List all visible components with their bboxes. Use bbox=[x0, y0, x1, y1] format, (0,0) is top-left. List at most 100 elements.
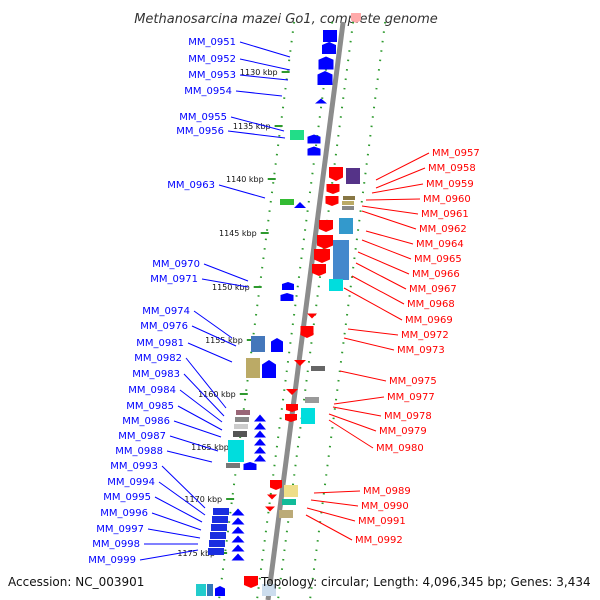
gene-box bbox=[235, 417, 249, 422]
gene-box bbox=[246, 358, 260, 378]
kbp-label: 1170 kbp bbox=[184, 495, 222, 504]
leader-line bbox=[365, 198, 421, 201]
gene-box bbox=[290, 130, 304, 140]
accession-text: Accession: NC_003901 bbox=[8, 575, 144, 589]
gene-arrow bbox=[286, 404, 298, 412]
gene-arrow bbox=[318, 56, 334, 70]
gene-label-mm-0985: MM_0985 bbox=[126, 401, 174, 412]
gene-arrow bbox=[317, 235, 333, 249]
leader-line bbox=[310, 499, 359, 507]
leader-line bbox=[375, 152, 430, 181]
gene-box bbox=[284, 485, 298, 497]
topology-info: Topology: circular; Length: 4,096,345 bp… bbox=[260, 575, 591, 589]
gene-label-mm-0957: MM_0957 bbox=[432, 148, 480, 159]
gene-arrow bbox=[231, 535, 245, 543]
gene-arrow bbox=[317, 71, 333, 85]
kbp-label: 1165 kbp bbox=[191, 443, 229, 452]
gene-label-mm-0987: MM_0987 bbox=[118, 431, 166, 442]
gene-label-mm-0955: MM_0955 bbox=[179, 112, 227, 123]
gene-label-mm-0958: MM_0958 bbox=[428, 163, 476, 174]
gene-label-mm-0965: MM_0965 bbox=[414, 254, 462, 265]
gene-label-mm-0974: MM_0974 bbox=[142, 306, 190, 317]
gene-arrow bbox=[265, 506, 275, 512]
leader-line bbox=[218, 184, 266, 199]
leader-line bbox=[355, 262, 407, 290]
features bbox=[196, 13, 361, 596]
gene-label-mm-0972: MM_0972 bbox=[401, 330, 449, 341]
leader-line bbox=[361, 205, 419, 215]
gene-box bbox=[280, 199, 294, 205]
gene-arrow bbox=[254, 422, 266, 430]
gene-box bbox=[323, 30, 337, 42]
gene-box bbox=[207, 584, 213, 596]
leader-line bbox=[361, 239, 412, 260]
gene-label-mm-0968: MM_0968 bbox=[407, 299, 455, 310]
leader-line bbox=[239, 58, 291, 71]
leader-line bbox=[343, 287, 403, 321]
gene-box bbox=[226, 463, 240, 468]
gene-label-mm-0970: MM_0970 bbox=[152, 259, 200, 270]
leader-line bbox=[158, 481, 206, 516]
gene-arrow bbox=[244, 576, 258, 588]
gene-box bbox=[329, 279, 343, 291]
gene-arrow bbox=[307, 313, 317, 319]
gene-box bbox=[196, 584, 206, 596]
leader-line bbox=[177, 405, 223, 431]
gene-box bbox=[233, 431, 247, 437]
gene-label-mm-0978: MM_0978 bbox=[384, 411, 432, 422]
gene-arrow bbox=[319, 220, 333, 232]
kbp-label: 1150 kbp bbox=[212, 283, 250, 292]
gene-box bbox=[305, 397, 319, 403]
gene-label-mm-0960: MM_0960 bbox=[423, 194, 471, 205]
gene-label-mm-0959: MM_0959 bbox=[426, 179, 474, 190]
gene-arrow bbox=[231, 517, 245, 525]
gene-arrow bbox=[300, 326, 314, 338]
gene-arrow bbox=[254, 438, 266, 446]
leader-line bbox=[313, 490, 361, 494]
leader-line bbox=[365, 230, 414, 245]
gene-label-mm-0991: MM_0991 bbox=[358, 516, 406, 527]
gene-label-mm-0975: MM_0975 bbox=[389, 376, 437, 387]
gene-label-mm-0973: MM_0973 bbox=[397, 345, 445, 356]
leader-line bbox=[191, 325, 237, 347]
gene-box bbox=[343, 196, 355, 200]
gene-arrow bbox=[280, 293, 294, 301]
leader-line bbox=[332, 406, 382, 417]
gene-label-mm-0971: MM_0971 bbox=[150, 274, 198, 285]
leader-line bbox=[230, 116, 285, 132]
gene-arrow bbox=[329, 167, 343, 181]
gene-arrow bbox=[314, 249, 330, 263]
gene-label-mm-0956: MM_0956 bbox=[176, 126, 224, 137]
gene-box bbox=[342, 206, 354, 210]
gene-label-mm-0979: MM_0979 bbox=[379, 426, 427, 437]
gene-arrow bbox=[282, 282, 294, 290]
outer-left-dotted-track bbox=[218, 21, 296, 600]
gene-label-mm-0966: MM_0966 bbox=[412, 269, 460, 280]
gene-label-mm-0967: MM_0967 bbox=[409, 284, 457, 295]
leader-line bbox=[161, 465, 206, 509]
leader-line bbox=[239, 74, 289, 81]
gene-box bbox=[234, 424, 248, 429]
gene-arrow bbox=[215, 586, 225, 596]
gene-box bbox=[301, 408, 315, 424]
gene-arrow bbox=[312, 264, 326, 276]
leader-line bbox=[139, 549, 199, 561]
gene-arrow bbox=[294, 360, 306, 366]
gene-arrow bbox=[231, 544, 245, 552]
gene-label-mm-0983: MM_0983 bbox=[132, 369, 180, 380]
gene-box bbox=[282, 499, 296, 505]
leader-line bbox=[235, 90, 283, 97]
gene-label-mm-0990: MM_0990 bbox=[361, 501, 409, 512]
leader-line bbox=[333, 396, 385, 405]
gene-arrow bbox=[271, 338, 283, 352]
gene-box bbox=[228, 440, 244, 462]
gene-label-mm-0997: MM_0997 bbox=[96, 524, 144, 535]
leader-line bbox=[179, 389, 223, 423]
gene-arrow bbox=[285, 414, 297, 422]
kbp-label: 1130 kbp bbox=[240, 68, 278, 77]
gene-box bbox=[213, 508, 229, 515]
leader-line bbox=[357, 251, 410, 275]
kbp-label: 1140 kbp bbox=[226, 175, 264, 184]
leader-line bbox=[193, 310, 233, 339]
